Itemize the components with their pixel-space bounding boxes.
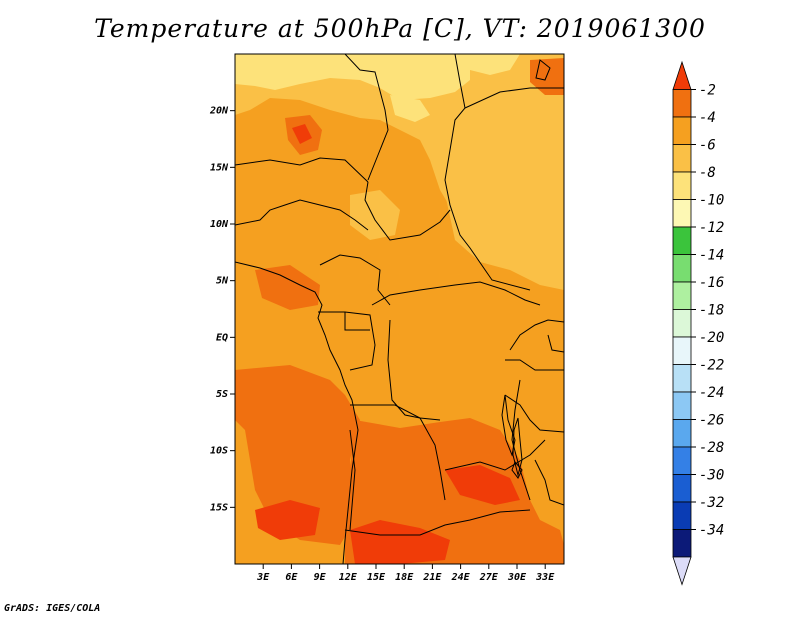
temperature-band-m6-m8 [440, 150, 564, 290]
temperature-band-m8-m10 [470, 54, 520, 75]
colorbar-cell [672, 89, 692, 118]
colorbar-label: -18 [699, 303, 724, 319]
temperature-band-above-m2 [292, 124, 312, 144]
longitude-axis: 3E 6E 9E 12E 15E 18E 21E 24E 27E 30E 33E [256, 564, 555, 583]
x-tick-label: 24E [451, 572, 471, 583]
colorbar-cell [672, 419, 692, 448]
colorbar-cell [672, 199, 692, 228]
x-tick-label: 18E [395, 572, 414, 583]
colorbar-cell [672, 226, 692, 255]
temperature-band-above-m2 [445, 465, 520, 505]
colorbar-label: -6 [699, 138, 716, 154]
x-tick-label: 21E [422, 572, 442, 583]
x-tick-label: 12E [339, 572, 358, 583]
colorbar-label: -12 [699, 220, 724, 236]
x-tick-label: 6E [285, 572, 298, 583]
temperature-band-m6-m8 [350, 190, 400, 240]
colorbar-label: -22 [699, 358, 724, 374]
y-tick-label: 20N [209, 106, 229, 117]
map-frame [234, 53, 565, 565]
colorbar-cell [672, 474, 692, 503]
colorbar-cell [672, 281, 692, 310]
temperature-band-m8-m10 [390, 95, 430, 122]
colorbar-label: -24 [699, 385, 724, 401]
colorbar-label: -30 [699, 468, 724, 484]
y-tick-label: 5N [216, 276, 229, 287]
colorbar-label: -4 [699, 110, 716, 126]
x-tick-label: 3E [256, 572, 270, 583]
colorbar-label: -8 [699, 165, 716, 181]
y-tick-label: 15N [210, 162, 229, 173]
colorbar-label: -28 [699, 440, 724, 456]
colorbar-label: -20 [699, 330, 724, 346]
grads-credit: GrADS: IGES/COLA [4, 603, 101, 614]
colorbar-cell [672, 254, 692, 283]
colorbar-cell [672, 446, 692, 475]
x-tick-label: 30E [507, 572, 527, 583]
colorbar-label: -26 [699, 413, 724, 429]
colorbar-cell [672, 171, 692, 200]
y-tick-label: 15S [210, 502, 228, 513]
colorbar-label: -14 [699, 248, 724, 264]
colorbar-label: -2 [699, 83, 716, 99]
country-borders [235, 54, 564, 536]
coastline [235, 261, 359, 564]
y-tick-label: 10N [210, 219, 229, 230]
colorbar-label: -16 [699, 275, 724, 291]
temperature-band-m2-m4 [255, 265, 320, 310]
temperature-band-above-m2 [255, 500, 320, 540]
chart-title: Temperature at 500hPa [C], VT: 201906130… [94, 14, 706, 43]
colorbar-cell [672, 529, 692, 558]
colorbar-cell [672, 501, 692, 530]
colorbar-label: -34 [699, 523, 724, 539]
temperature-band-m8-m10 [235, 54, 470, 100]
colorbar-bottom-arrow [672, 556, 692, 586]
lake-outlines [501, 59, 551, 479]
x-tick-label: 27E [479, 572, 499, 583]
latitude-axis: 20N 15N 10N 5N EQ 5S 10S 15S [209, 106, 235, 513]
temperature-band-above-m2 [350, 520, 450, 564]
colorbar-label: -10 [699, 193, 724, 209]
temperature-band-m2-m4 [235, 365, 360, 545]
colorbar-cell [672, 391, 692, 420]
colorbar-label: -32 [699, 495, 724, 511]
x-tick-label: 9E [314, 572, 327, 583]
y-tick-label: 5S [216, 389, 228, 400]
y-tick-label: 10S [210, 446, 228, 457]
colorbar-cell [672, 116, 692, 145]
colorbar-top-arrow [672, 60, 692, 90]
x-tick-label: 15E [367, 572, 386, 583]
y-tick-label: EQ [216, 332, 228, 343]
colorbar-cell [672, 144, 692, 173]
colorbar-cell [672, 309, 692, 338]
colorbar-cell [672, 364, 692, 393]
colorbar-cell [672, 336, 692, 365]
x-tick-label: 33E [535, 572, 555, 583]
